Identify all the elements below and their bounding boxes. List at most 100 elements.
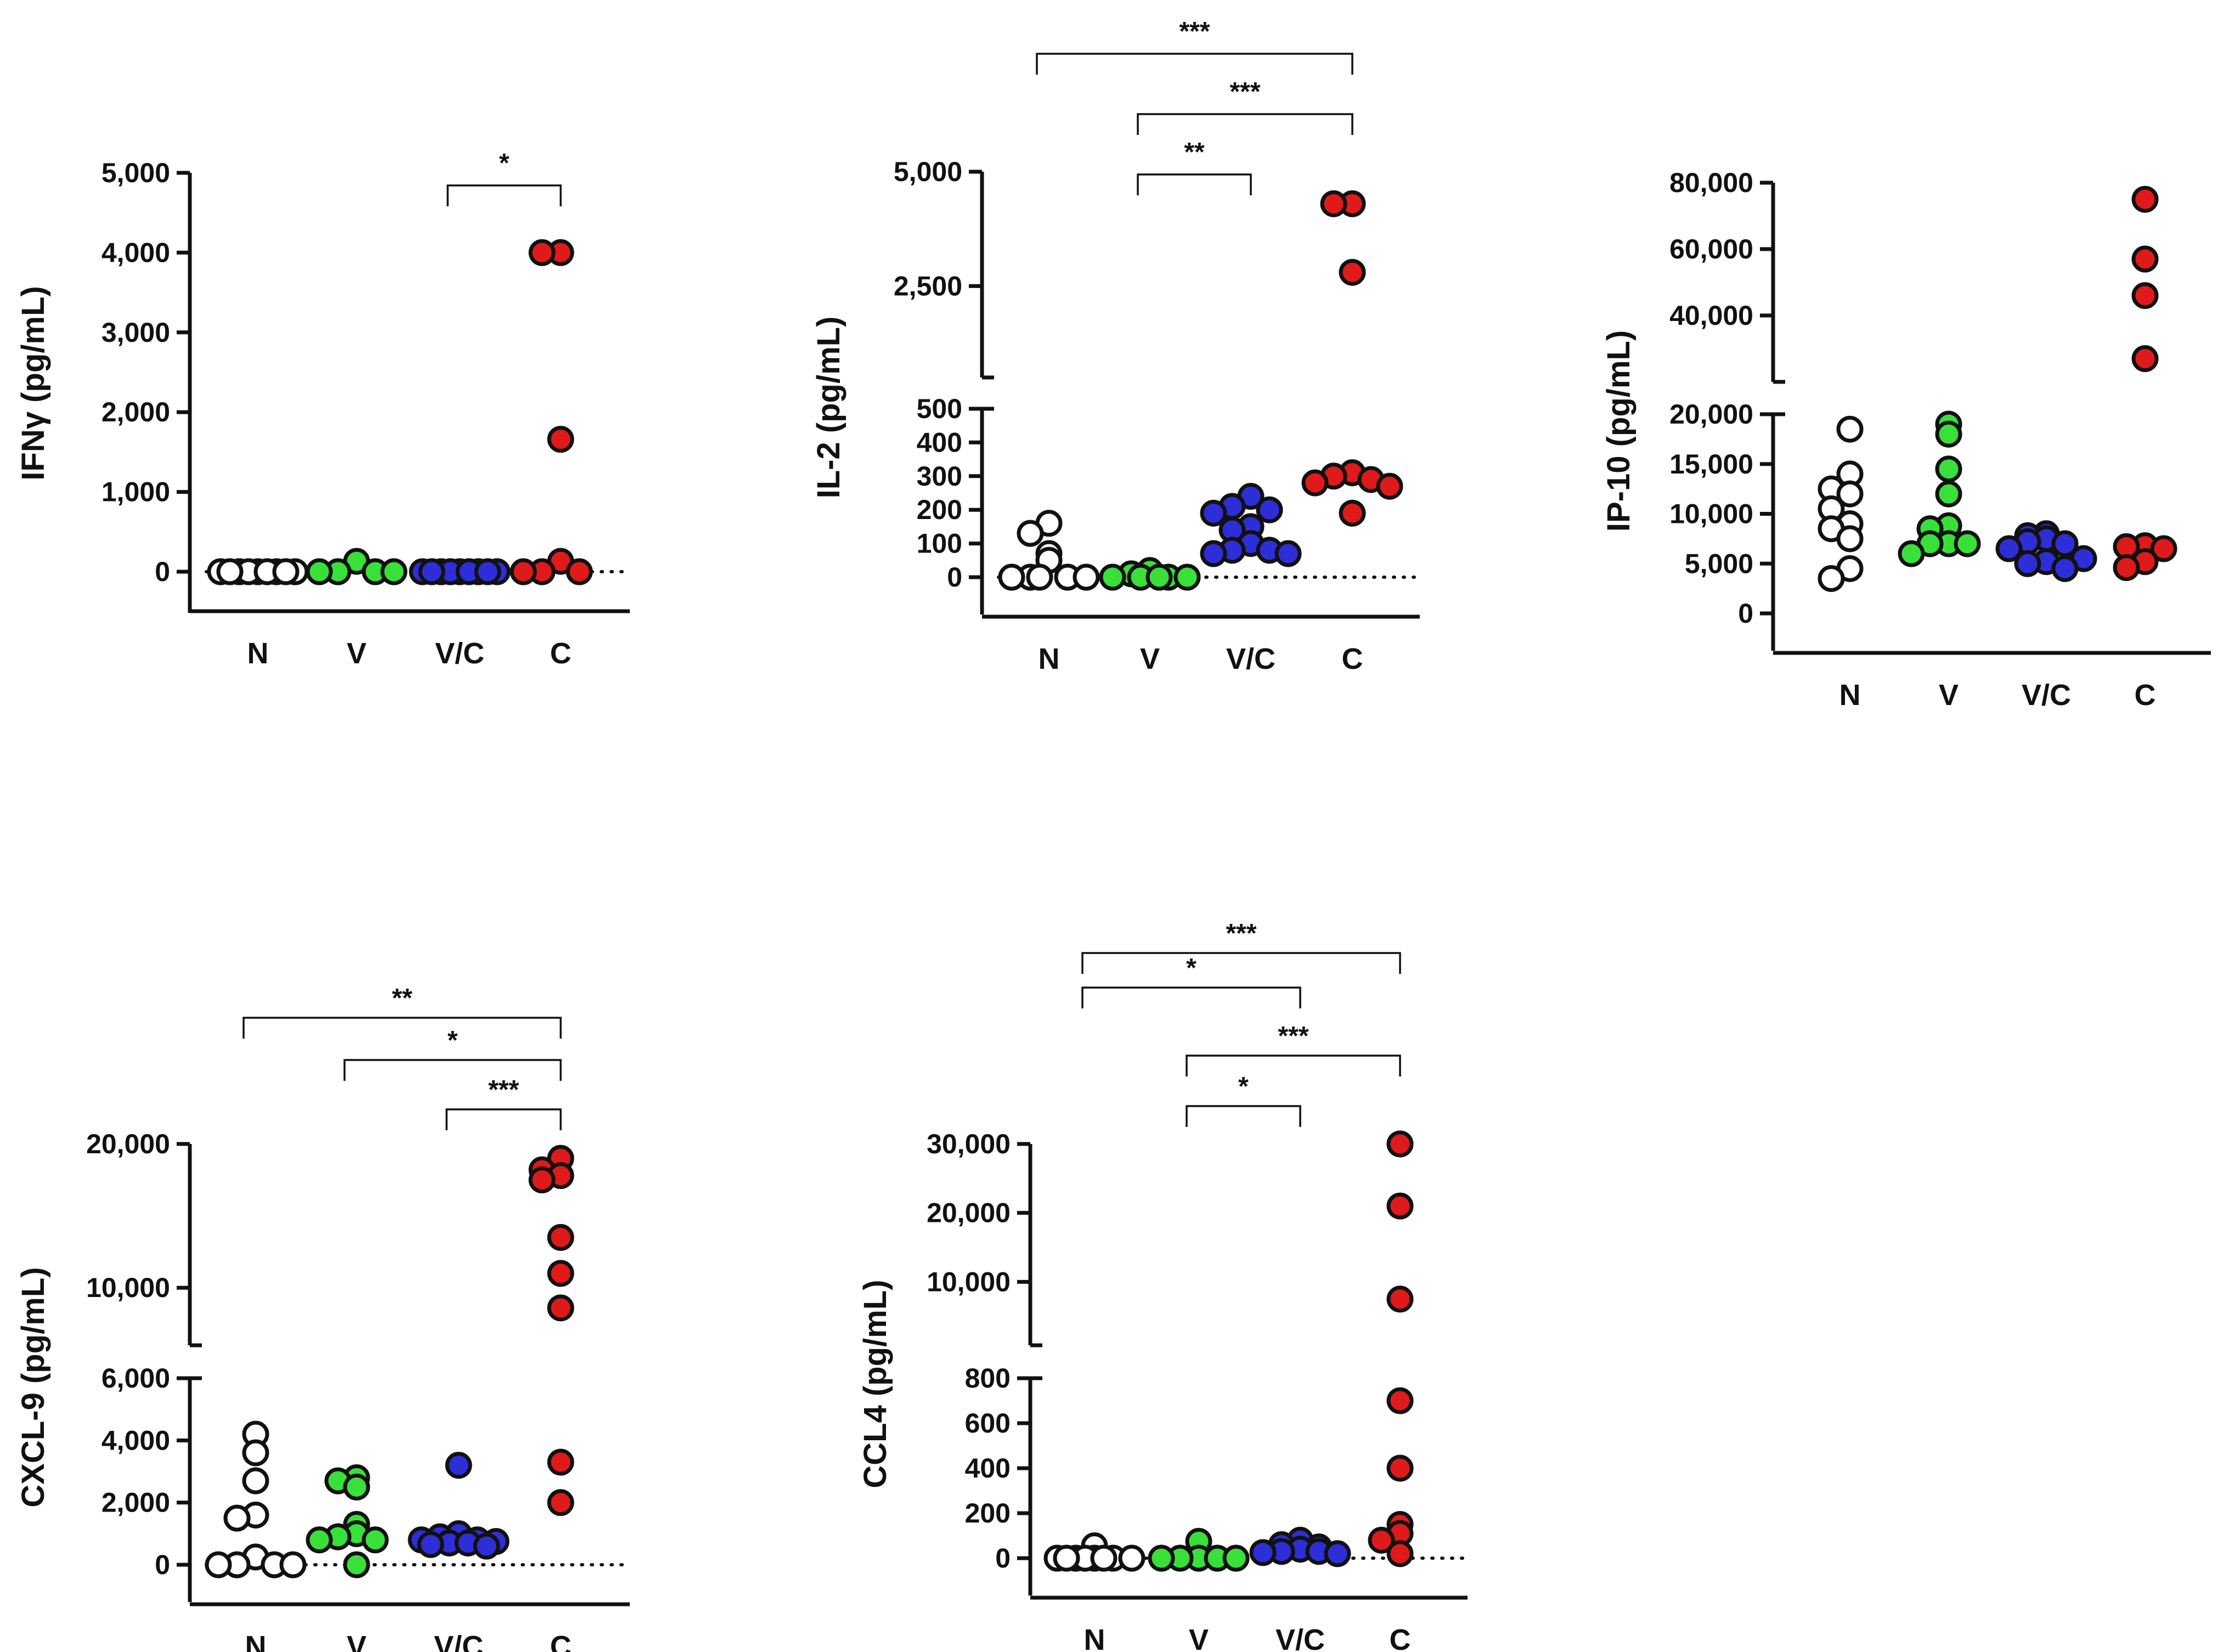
data-point-v-c (1324, 1540, 1351, 1568)
x-category-label: V (347, 1630, 366, 1652)
significance-label: * (448, 1026, 458, 1055)
data-point-c (528, 1166, 556, 1194)
y-tick-label: 500 (917, 393, 962, 424)
data-point-n (1090, 1544, 1118, 1572)
significance-bracket (1081, 986, 1301, 1008)
data-point-c (2131, 345, 2159, 373)
panel-ip10: 0 5,000 10,000 15,000 20,000 40,000 60,000 80,0… (1601, 167, 2211, 712)
data-point-n (1836, 480, 1864, 508)
y-tick-label: 30,000 (927, 1129, 1011, 1159)
y-axis-title: CCL4 (pg/mL) (857, 1279, 893, 1488)
y-tick-label: 0 (1738, 598, 1753, 629)
y-tick-label: 400 (965, 1453, 1011, 1484)
y-tick-label: 1,000 (101, 477, 170, 508)
x-category-label: V/C (1276, 1623, 1325, 1652)
y-tick-label: 2,000 (101, 397, 170, 427)
data-point-c (2131, 245, 2159, 273)
data-point-c (1386, 1192, 1414, 1220)
data-point-v-c (1256, 496, 1283, 523)
significance-label: * (1238, 1072, 1249, 1101)
data-point-v (343, 1473, 370, 1501)
y-tick-label: 10,000 (86, 1272, 170, 1303)
data-point-c (1339, 499, 1366, 527)
x-category-label: C (1342, 642, 1363, 675)
significance-bracket (1186, 1055, 1401, 1076)
data-point-v-c (1249, 1539, 1277, 1566)
data-point-c (547, 426, 574, 453)
y-tick-label: 2,500 (894, 270, 962, 301)
data-point-v (1145, 563, 1173, 591)
y-tick-label: 400 (917, 427, 962, 458)
data-point-n (1017, 520, 1044, 547)
x-category-label: N (247, 637, 269, 670)
y-axis-title: IFNγ (pg/mL) (15, 286, 51, 480)
y-tick-label: 0 (155, 1549, 170, 1580)
x-category-label: N (1039, 642, 1060, 675)
significance-label: * (1186, 954, 1197, 983)
y-tick-label: 60,000 (1669, 234, 1753, 264)
data-point-c (2131, 185, 2159, 213)
data-point-c (547, 1224, 574, 1251)
panel-ccl4: 0 200 400 600 800 10,000 20,000 30,000 N V V/C C CCL… (857, 919, 1469, 1652)
data-point-v-c (2051, 555, 2079, 582)
y-tick-label: 20,000 (86, 1129, 170, 1159)
data-point-v (1954, 530, 1981, 557)
data-point-c (1386, 1387, 1414, 1414)
significance-label: ** (392, 984, 413, 1013)
data-point-n (242, 1439, 269, 1467)
significance-label: *** (1179, 17, 1210, 46)
data-point-v (1935, 420, 1962, 448)
data-point-c (510, 558, 537, 585)
data-point-v (380, 558, 408, 585)
data-point-v (306, 558, 333, 585)
y-tick-label: 5,000 (101, 157, 170, 188)
data-point-v (1148, 1544, 1175, 1572)
x-category-label: C (550, 637, 572, 670)
y-tick-label: 20,000 (927, 1198, 1011, 1228)
data-point-c (1386, 1285, 1414, 1313)
data-point-v-c (417, 1531, 444, 1558)
significance-bracket (1137, 113, 1353, 135)
y-tick-label: 4,000 (101, 1425, 170, 1456)
data-point-v-c (1995, 535, 2023, 562)
y-axis-title: CXCL-9 (pg/mL) (15, 1267, 51, 1507)
data-point-n (279, 1551, 307, 1578)
y-tick-label: 0 (155, 556, 170, 587)
panel-ifng: 0 1,000 2,000 3,000 4,000 5,000 N V V/C C IFNγ (pg… (15, 149, 631, 670)
data-point-v (1935, 455, 1962, 483)
data-point-c (2131, 282, 2159, 309)
y-tick-label: 15,000 (1669, 449, 1753, 480)
y-tick-label: 3,000 (101, 317, 170, 348)
x-category-label: C (550, 1630, 572, 1652)
x-category-label: V (1939, 679, 1959, 712)
significance-bracket (1036, 53, 1353, 75)
data-point-v-c (1200, 540, 1227, 567)
data-point-n (1026, 563, 1053, 591)
data-point-v (1935, 480, 1962, 508)
data-point-c (547, 1448, 574, 1476)
x-category-label: V/C (1226, 642, 1276, 675)
y-tick-label: 800 (965, 1363, 1011, 1394)
significance-label: *** (488, 1075, 519, 1104)
data-point-n (223, 1504, 251, 1532)
x-category-label: C (2135, 679, 2156, 712)
data-point-c (1320, 190, 1347, 217)
data-point-v (306, 1526, 333, 1554)
y-tick-label: 300 (917, 461, 962, 492)
data-point-n (1053, 1544, 1080, 1572)
data-point-c (2113, 554, 2140, 582)
data-point-v-c (1274, 540, 1302, 567)
data-point-n (1836, 525, 1864, 552)
x-category-label: N (245, 1630, 267, 1652)
data-point-c (566, 558, 593, 585)
x-category-label: V/C (434, 1630, 483, 1652)
significance-bracket (343, 1059, 562, 1081)
data-point-c (1376, 472, 1403, 500)
x-category-label: V (347, 637, 366, 670)
data-point-n (1818, 565, 1845, 592)
y-tick-label: 40,000 (1669, 300, 1753, 331)
y-tick-label: 20,000 (1669, 399, 1753, 430)
x-category-label: V (1189, 1623, 1209, 1652)
